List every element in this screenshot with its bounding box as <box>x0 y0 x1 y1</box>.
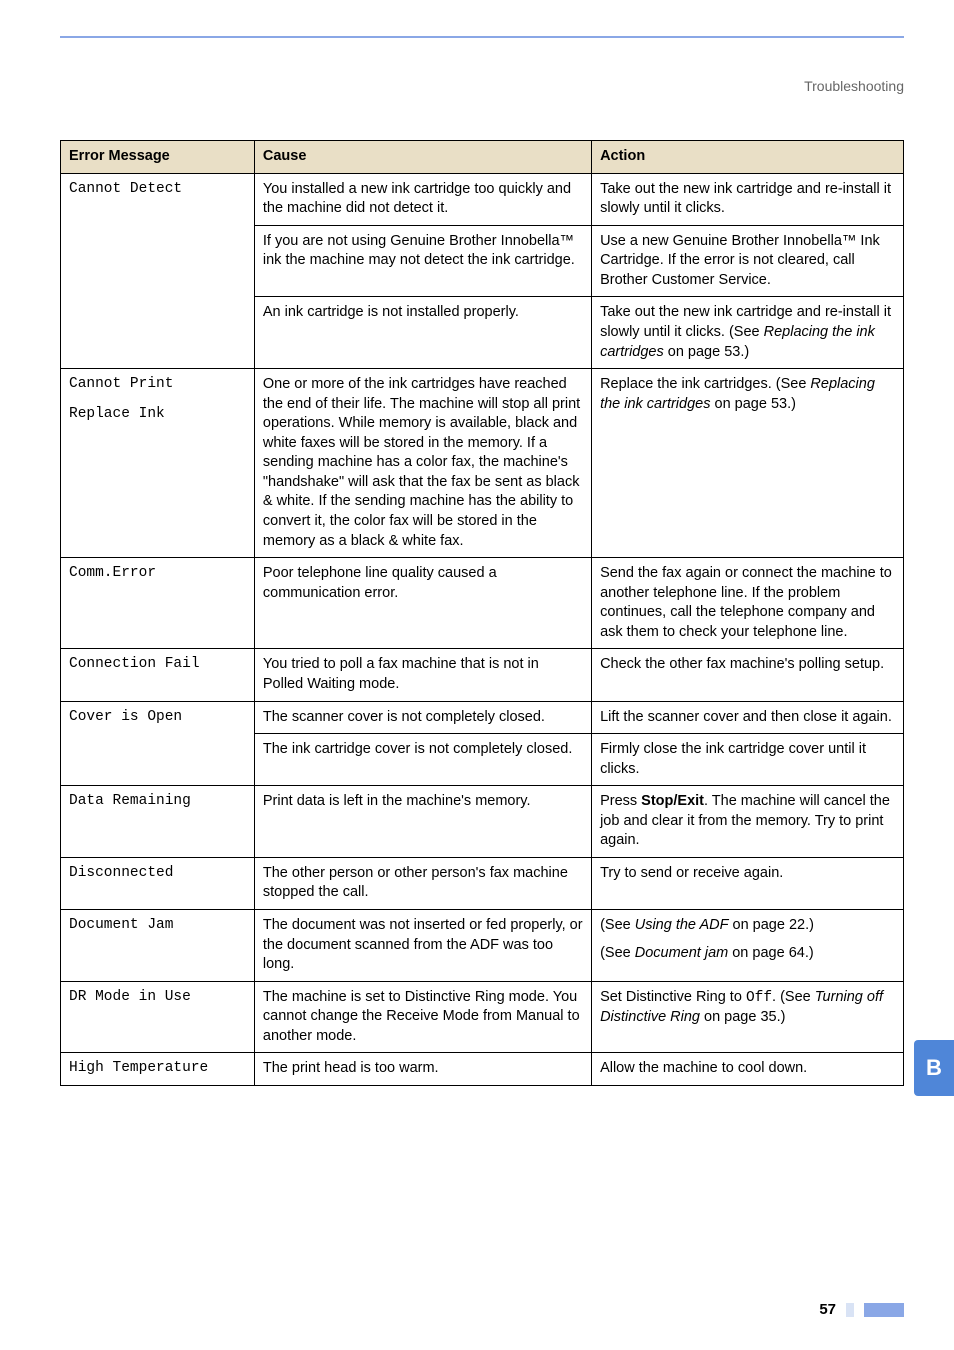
action-cell: Allow the machine to cool down. <box>592 1053 904 1086</box>
action-cell: Take out the new ink cartridge and re-in… <box>592 297 904 369</box>
table-row: DR Mode in Use The machine is set to Dis… <box>61 981 904 1053</box>
table-row: Connection Fail You tried to poll a fax … <box>61 649 904 701</box>
main-content: Error Message Cause Action Cannot Detect… <box>60 140 904 1086</box>
table-row: Comm.Error Poor telephone line quality c… <box>61 558 904 649</box>
error-msg: Cannot Print Replace Ink <box>61 369 255 558</box>
troubleshooting-table: Error Message Cause Action Cannot Detect… <box>60 140 904 1086</box>
cause-cell: One or more of the ink cartridges have r… <box>254 369 591 558</box>
error-msg: Cannot Detect <box>61 173 255 369</box>
action-text: on page 53.) <box>664 344 749 360</box>
table-row: Cannot Detect You installed a new ink ca… <box>61 173 904 225</box>
cause-cell: If you are not using Genuine Brother Inn… <box>254 225 591 297</box>
cause-cell: The print head is too warm. <box>254 1053 591 1086</box>
error-msg: Document Jam <box>61 910 255 982</box>
table-row: Document Jam The document was not insert… <box>61 910 904 982</box>
footer-accent <box>864 1303 904 1317</box>
action-ref: Document jam <box>635 945 728 961</box>
error-msg: Comm.Error <box>61 558 255 649</box>
action-bold: Stop/Exit <box>641 793 704 809</box>
section-tab: B <box>914 1040 954 1096</box>
action-ref: Using the ADF <box>635 917 729 933</box>
cause-cell: An ink cartridge is not installed proper… <box>254 297 591 369</box>
action-text: on page 22.) <box>728 917 813 933</box>
page-footer: 57 <box>819 1301 904 1318</box>
action-text: on page 35.) <box>700 1009 785 1025</box>
action-cell: Send the fax again or connect the machin… <box>592 558 904 649</box>
table-row: Data Remaining Print data is left in the… <box>61 786 904 858</box>
action-cell: Lift the scanner cover and then close it… <box>592 701 904 734</box>
error-msg: Data Remaining <box>61 786 255 858</box>
action-text: Press <box>600 793 641 809</box>
action-text: on page 53.) <box>710 396 795 412</box>
col-header-action: Action <box>592 141 904 174</box>
action-cell: Firmly close the ink cartridge cover unt… <box>592 734 904 786</box>
action-text: on page 64.) <box>728 945 813 961</box>
action-cell: Use a new Genuine Brother Innobella™ Ink… <box>592 225 904 297</box>
page-number: 57 <box>819 1301 836 1318</box>
action-cell: Press Stop/Exit. The machine will cancel… <box>592 786 904 858</box>
cause-cell: The scanner cover is not completely clos… <box>254 701 591 734</box>
error-msg-line: Cannot Print <box>69 375 246 395</box>
cause-cell: The document was not inserted or fed pro… <box>254 910 591 982</box>
cause-cell: The machine is set to Distinctive Ring m… <box>254 981 591 1053</box>
action-text: (See <box>600 917 635 933</box>
action-text: . (See <box>772 989 815 1005</box>
error-msg-line: Replace Ink <box>69 405 246 425</box>
cause-cell: Print data is left in the machine's memo… <box>254 786 591 858</box>
col-header-error: Error Message <box>61 141 255 174</box>
section-heading: Troubleshooting <box>804 78 904 94</box>
action-cell: Set Distinctive Ring to Off. (See Turnin… <box>592 981 904 1053</box>
table-row: Cover is Open The scanner cover is not c… <box>61 701 904 734</box>
action-text: Set Distinctive Ring to <box>600 989 746 1005</box>
action-cell: Replace the ink cartridges. (See Replaci… <box>592 369 904 558</box>
table-row: Cannot Print Replace Ink One or more of … <box>61 369 904 558</box>
error-msg: High Temperature <box>61 1053 255 1086</box>
table-row: Disconnected The other person or other p… <box>61 857 904 909</box>
cause-cell: You installed a new ink cartridge too qu… <box>254 173 591 225</box>
error-msg: DR Mode in Use <box>61 981 255 1053</box>
action-mono: Off <box>746 990 772 1006</box>
error-msg: Connection Fail <box>61 649 255 701</box>
action-text: (See <box>600 945 635 961</box>
table-header-row: Error Message Cause Action <box>61 141 904 174</box>
cause-cell: You tried to poll a fax machine that is … <box>254 649 591 701</box>
table-row: High Temperature The print head is too w… <box>61 1053 904 1086</box>
action-cell: Check the other fax machine's polling se… <box>592 649 904 701</box>
error-msg: Cover is Open <box>61 701 255 786</box>
action-cell: Take out the new ink cartridge and re-in… <box>592 173 904 225</box>
cause-cell: The other person or other person's fax m… <box>254 857 591 909</box>
action-cell: (See Using the ADF on page 22.) (See Doc… <box>592 910 904 982</box>
footer-accent-light <box>846 1303 854 1317</box>
action-text: Replace the ink cartridges. (See <box>600 376 810 392</box>
action-cell: Try to send or receive again. <box>592 857 904 909</box>
cause-cell: The ink cartridge cover is not completel… <box>254 734 591 786</box>
cause-cell: Poor telephone line quality caused a com… <box>254 558 591 649</box>
col-header-cause: Cause <box>254 141 591 174</box>
header-rule <box>60 36 904 38</box>
error-msg: Disconnected <box>61 857 255 909</box>
